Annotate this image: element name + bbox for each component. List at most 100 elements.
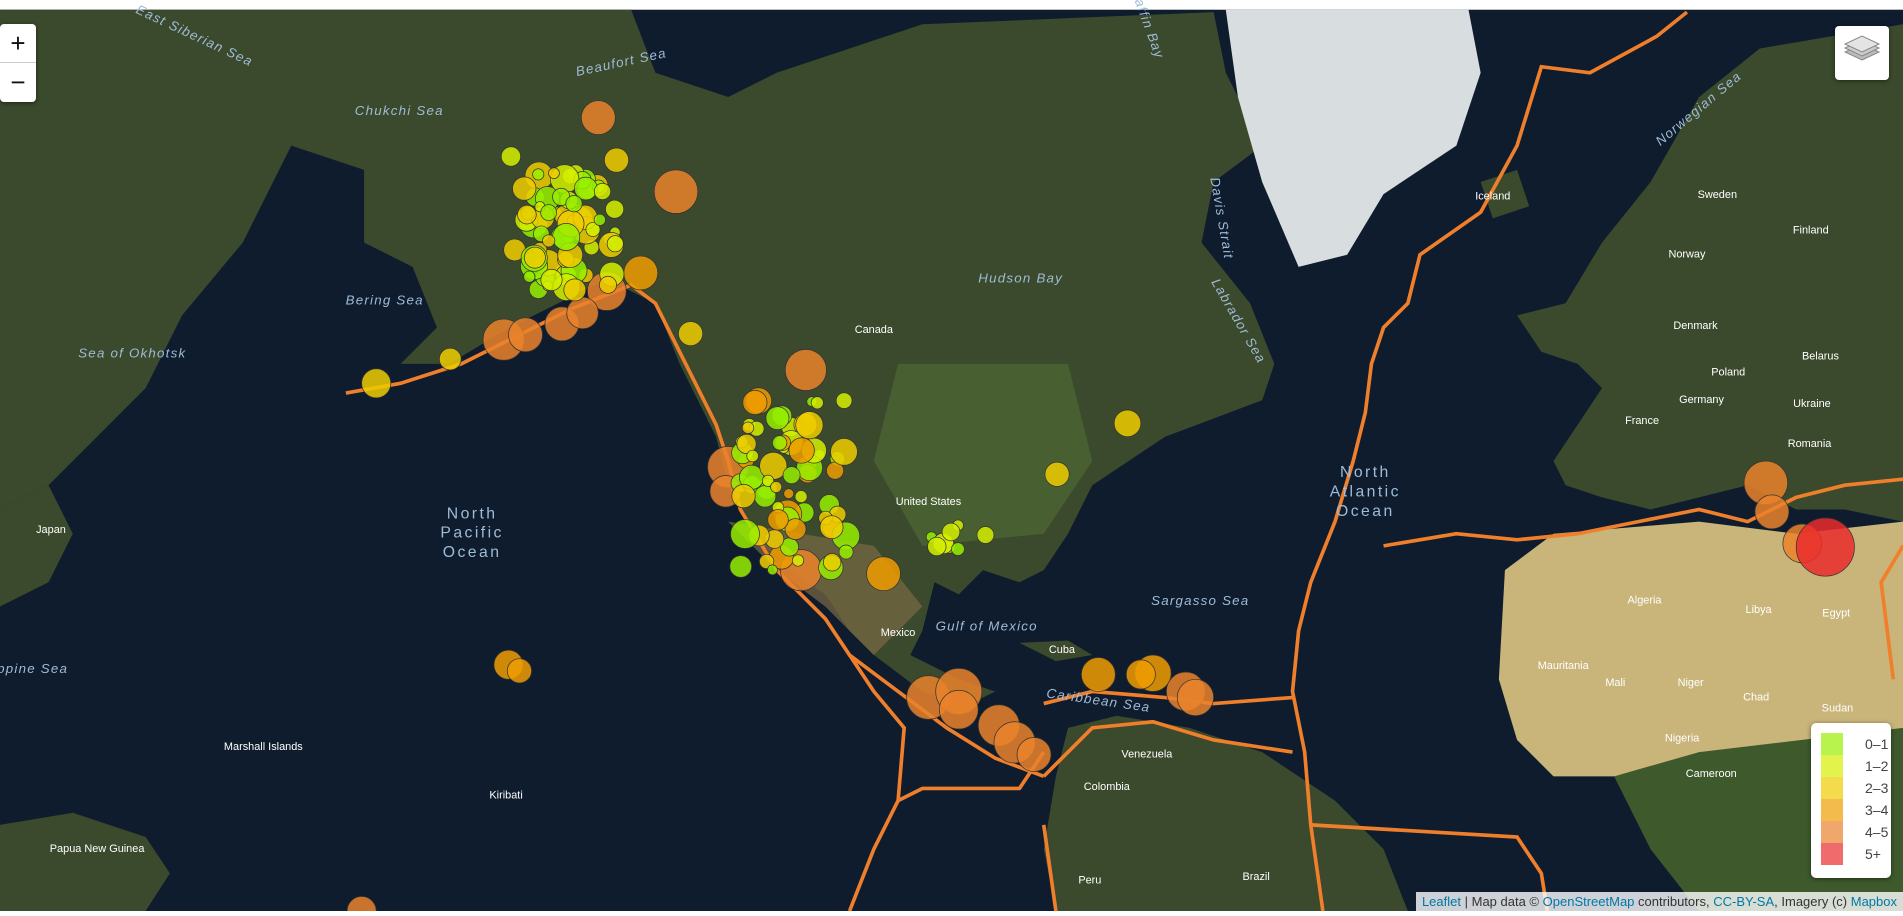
earthquake-marker — [783, 488, 795, 500]
legend-label: 0–1 — [1865, 736, 1889, 752]
zoom-out-button[interactable]: − — [10, 67, 26, 97]
sea-label: Bering Sea — [346, 292, 424, 307]
legend-label: 4–5 — [1865, 824, 1889, 840]
zoom-control: + − — [0, 24, 36, 102]
legend: 0–1 1–2 2–3 3–4 4–5 5+ — [1811, 723, 1891, 878]
earthquake-marker — [742, 390, 768, 415]
earthquake-marker — [1044, 461, 1070, 487]
country-label: Chad — [1743, 691, 1769, 703]
earthquake-marker — [736, 433, 757, 454]
earthquake-marker — [770, 481, 783, 493]
earthquake-marker — [976, 526, 995, 544]
legend-swatch — [1821, 821, 1843, 843]
earthquake-marker — [563, 278, 587, 302]
earthquake-marker — [830, 438, 858, 466]
earthquake-markers — [346, 100, 1855, 916]
earthquake-marker — [653, 169, 699, 214]
earthquake-marker — [866, 556, 901, 592]
earthquake-marker — [500, 146, 522, 167]
attribution-text: | Map data © — [1464, 894, 1540, 909]
ocean-label: North Atlantic Ocean — [1330, 464, 1401, 520]
country-label: Cameroon — [1686, 768, 1737, 780]
earthquake-marker — [508, 317, 543, 353]
layers-icon — [1843, 35, 1881, 61]
legend-swatch — [1821, 777, 1843, 799]
earthquake-marker — [1125, 659, 1156, 690]
earthquake-marker — [1795, 517, 1855, 577]
earthquake-marker — [585, 222, 601, 237]
earthquake-marker — [552, 222, 581, 251]
attribution-text: , Imagery (c) — [1774, 894, 1848, 909]
plate-boundary — [1879, 544, 1903, 680]
country-label: Poland — [1711, 366, 1745, 378]
earthquake-marker — [1754, 494, 1790, 530]
earthquake-marker — [951, 542, 965, 556]
earthquake-marker — [765, 406, 790, 430]
legend-item: 4–5 — [1821, 821, 1891, 843]
legend-label: 1–2 — [1865, 758, 1889, 774]
plate-boundary — [847, 654, 907, 912]
earthquake-marker — [794, 490, 808, 504]
plate-boundaries — [345, 10, 1903, 912]
earthquake-marker — [938, 689, 979, 730]
country-label: Mexico — [881, 627, 916, 639]
leaflet-link[interactable]: Leaflet — [1421, 894, 1461, 909]
country-label: Canada — [855, 324, 894, 336]
earthquake-marker — [1080, 657, 1116, 692]
earthquake-marker — [822, 553, 842, 572]
earthquake-marker — [599, 275, 617, 294]
country-label: Iceland — [1475, 190, 1510, 202]
earthquake-marker — [782, 466, 801, 485]
attribution: Leaflet | Map data © OpenStreetMap contr… — [1415, 892, 1903, 911]
country-label: Niger — [1678, 677, 1704, 689]
osm-link[interactable]: OpenStreetMap — [1542, 894, 1635, 909]
earthquake-marker — [565, 195, 583, 213]
legend-item: 3–4 — [1821, 799, 1891, 821]
earthquake-marker — [761, 474, 775, 487]
earthquake-marker — [548, 167, 560, 179]
legend-swatch — [1821, 799, 1843, 821]
legend-swatch — [1821, 733, 1843, 755]
legend-label: 5+ — [1865, 846, 1881, 862]
layer-control[interactable] — [1835, 26, 1889, 80]
earthquake-marker — [759, 553, 775, 569]
earthquake-marker — [606, 235, 624, 253]
country-label: Venezuela — [1121, 748, 1173, 760]
earthquake-marker — [604, 147, 630, 173]
earthquake-marker — [767, 564, 778, 576]
earthquake-marker — [791, 554, 805, 567]
sea-label: Hudson Bay — [978, 271, 1063, 286]
earthquake-marker — [517, 204, 537, 225]
earthquake-marker — [741, 421, 755, 434]
earthquake-marker — [784, 348, 827, 391]
plate-boundary — [1041, 824, 1058, 912]
country-label: Mali — [1605, 677, 1625, 689]
earthquake-marker — [532, 168, 545, 181]
license-link[interactable]: CC-BY-SA — [1713, 894, 1775, 909]
earthquake-marker — [1113, 409, 1142, 438]
earthquake-marker — [927, 536, 947, 557]
country-label: Sweden — [1698, 189, 1737, 201]
country-label: Japan — [36, 524, 66, 536]
plate-boundary — [1042, 719, 1293, 778]
provider-link[interactable]: Mapbox — [1850, 894, 1897, 909]
earthquake-marker — [788, 437, 815, 464]
earthquake-marker — [512, 176, 537, 201]
earthquake-marker — [523, 246, 546, 269]
legend-item: 0–1 — [1821, 733, 1891, 755]
country-label: Colombia — [1084, 781, 1131, 793]
country-label: Ukraine — [1793, 398, 1831, 410]
earthquake-marker — [730, 519, 760, 549]
country-label: Denmark — [1673, 320, 1718, 332]
country-label: Romania — [1788, 438, 1833, 450]
country-label: Belarus — [1802, 351, 1840, 363]
country-label: France — [1625, 415, 1659, 427]
zoom-in-button[interactable]: + — [0, 24, 36, 63]
earthquake-marker — [941, 522, 961, 542]
earthquake-marker — [729, 555, 752, 578]
earthquake-marker — [361, 368, 392, 399]
earthquake-marker — [605, 199, 625, 219]
earthquake-marker — [1176, 678, 1215, 717]
